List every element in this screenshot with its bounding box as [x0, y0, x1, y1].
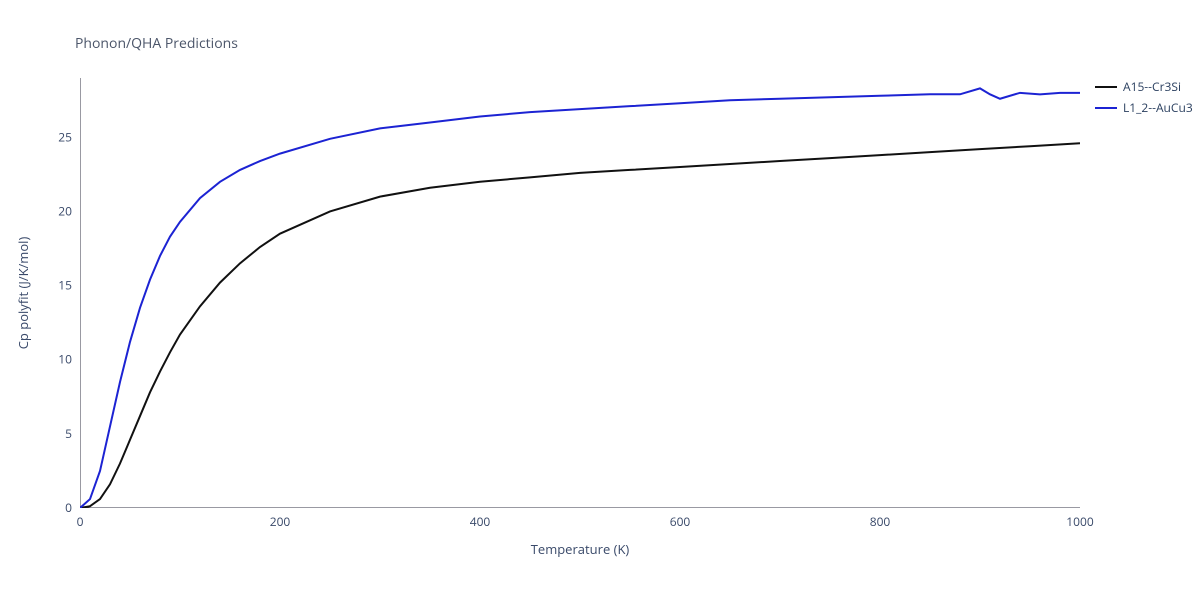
- svg-text:0: 0: [65, 499, 72, 516]
- x-tick-labels: 0 200 400 600 800 1000: [77, 513, 1094, 530]
- legend-label: A15--Cr3Si: [1123, 78, 1181, 95]
- x-axis-title: Temperature (K): [531, 540, 630, 558]
- svg-text:0: 0: [77, 513, 84, 530]
- svg-text:1000: 1000: [1066, 513, 1094, 530]
- series-group: [80, 88, 1080, 508]
- svg-text:800: 800: [870, 513, 891, 530]
- y-axis-layer: 0510152025 Cp polyfit (J/K/mol): [0, 78, 80, 508]
- grid-and-axes: [80, 78, 1080, 508]
- svg-text:600: 600: [670, 513, 691, 530]
- legend: A15--Cr3Si L1_2--AuCu3: [1095, 78, 1193, 120]
- svg-text:20: 20: [58, 202, 72, 219]
- svg-text:15: 15: [58, 277, 72, 294]
- svg-text:25: 25: [58, 128, 72, 145]
- y-axis-title: Cp polyfit (J/K/mol): [14, 237, 32, 350]
- svg-text:10: 10: [58, 351, 72, 368]
- svg-text:5: 5: [65, 425, 72, 442]
- legend-item[interactable]: A15--Cr3Si: [1095, 78, 1193, 95]
- legend-swatch: [1095, 86, 1117, 88]
- svg-text:400: 400: [470, 513, 491, 530]
- legend-label: L1_2--AuCu3: [1123, 99, 1193, 116]
- x-axis-layer: 02004006008001000 Temperature (K): [80, 508, 1080, 558]
- legend-item[interactable]: L1_2--AuCu3: [1095, 99, 1193, 116]
- legend-swatch: [1095, 107, 1117, 109]
- y-tick-labels: 0 5 10 15 20 25: [58, 128, 72, 516]
- series-line[interactable]: [80, 143, 1080, 508]
- plot-area[interactable]: [80, 78, 1080, 508]
- svg-text:200: 200: [270, 513, 291, 530]
- chart-title: Phonon/QHA Predictions: [75, 34, 238, 53]
